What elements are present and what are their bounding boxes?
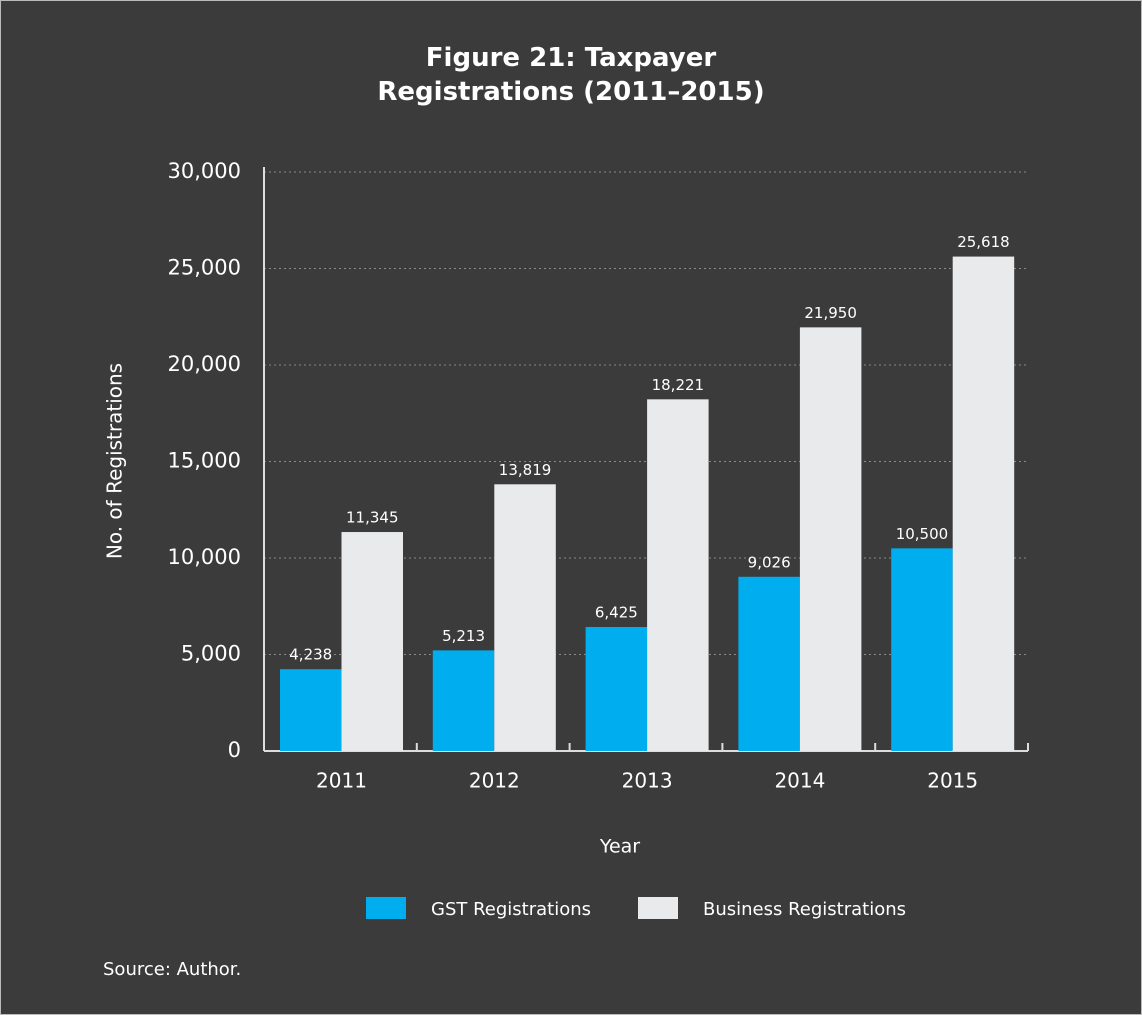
x-tick-label: 2014 bbox=[774, 769, 825, 793]
value-label: 9,026 bbox=[748, 553, 791, 571]
value-label: 6,425 bbox=[595, 603, 638, 621]
chart-title: Figure 21: Taxpayer Registrations (2011–… bbox=[351, 41, 791, 109]
y-tick-label: 30,000 bbox=[168, 159, 241, 183]
y-tick-label: 10,000 bbox=[168, 545, 241, 569]
chart: No. of Registrations Year Source: Author… bbox=[1, 1, 1141, 1014]
x-tick-label: 2011 bbox=[316, 769, 367, 793]
bar bbox=[586, 627, 648, 751]
bar bbox=[738, 577, 800, 751]
value-label: 13,819 bbox=[499, 461, 552, 479]
x-axis-label: Year bbox=[599, 836, 640, 858]
legend-swatch bbox=[366, 897, 406, 919]
value-label: 21,950 bbox=[804, 304, 857, 322]
bar bbox=[800, 327, 862, 751]
y-tick-label: 5,000 bbox=[181, 642, 241, 666]
bar bbox=[647, 399, 709, 751]
y-tick-label: 0 bbox=[228, 738, 241, 762]
y-tick-label: 20,000 bbox=[168, 352, 241, 376]
source-note: Source: Author. bbox=[103, 959, 241, 980]
legend-label: GST Registrations bbox=[431, 899, 591, 920]
legend-label: Business Registrations bbox=[703, 899, 906, 920]
bar bbox=[494, 484, 556, 751]
value-label: 4,238 bbox=[289, 646, 332, 664]
page: No. of Registrations Year Source: Author… bbox=[0, 0, 1142, 1015]
value-label: 25,618 bbox=[957, 233, 1010, 251]
y-axis-label: No. of Registrations bbox=[103, 363, 127, 559]
bar bbox=[280, 669, 342, 751]
bar bbox=[891, 548, 953, 751]
legend-swatch bbox=[638, 897, 678, 919]
bar bbox=[342, 532, 404, 751]
value-label: 5,213 bbox=[442, 627, 485, 645]
value-label: 10,500 bbox=[896, 525, 949, 543]
x-tick-label: 2015 bbox=[927, 769, 978, 793]
y-tick-label: 25,000 bbox=[168, 256, 241, 280]
value-label: 18,221 bbox=[652, 376, 705, 394]
bar bbox=[953, 257, 1015, 751]
x-tick-label: 2012 bbox=[469, 769, 520, 793]
value-label: 11,345 bbox=[346, 509, 399, 527]
bar bbox=[433, 650, 495, 751]
y-tick-label: 15,000 bbox=[168, 449, 241, 473]
x-tick-label: 2013 bbox=[622, 769, 673, 793]
